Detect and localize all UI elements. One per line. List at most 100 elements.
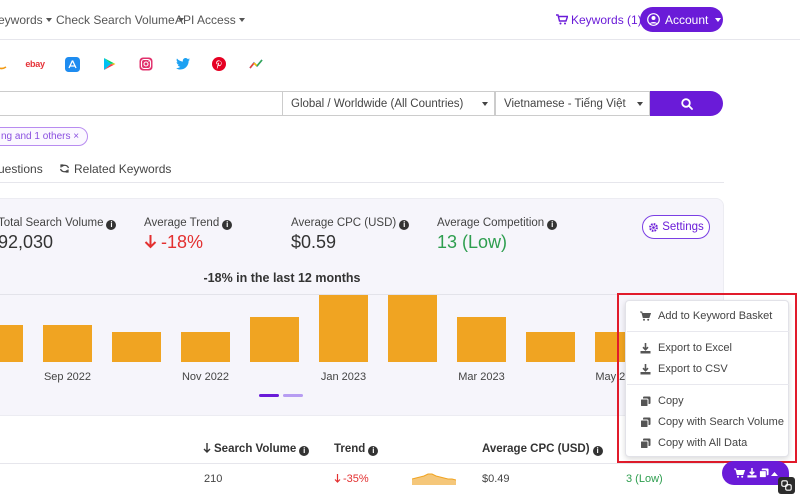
trend-value-text: -18% <box>161 232 204 252</box>
info-icon[interactable]: i <box>592 446 603 456</box>
play-store-icon[interactable] <box>101 56 117 72</box>
trends-icon[interactable] <box>248 56 264 72</box>
chart-bar[interactable] <box>112 332 161 362</box>
total-search-volume-label: Total Search Volume i <box>0 217 117 230</box>
chart-bar[interactable] <box>319 295 368 362</box>
average-competition-value: 13 (Low) <box>437 232 508 252</box>
copy-label: Copy <box>658 395 684 407</box>
cart-icon <box>640 311 651 321</box>
chart-bar[interactable] <box>43 325 92 362</box>
user-icon <box>647 13 660 26</box>
search-button[interactable] <box>650 91 723 116</box>
keywords-menu-label: eywords <box>0 13 43 27</box>
location-select[interactable]: Global / Worldwide (All Countries) <box>282 91 495 116</box>
row-trend: -35% <box>334 473 369 485</box>
average-trend-label: Average Trend i <box>144 217 233 230</box>
menu-copy[interactable]: Copy <box>640 395 684 407</box>
tab-questions[interactable]: uestions <box>0 162 43 176</box>
chevron-down-icon <box>637 102 643 106</box>
tab-related-label: Related Keywords <box>74 162 172 176</box>
check-volume-label: Check Search Volume <box>56 13 175 27</box>
column-header-search-volume[interactable]: Search Volume i <box>203 443 310 456</box>
keywords-basket-link[interactable]: Keywords (1) <box>556 13 642 27</box>
api-access-label: API Access <box>175 13 236 27</box>
info-icon[interactable]: i <box>299 446 310 456</box>
chart-bar[interactable] <box>388 295 437 362</box>
highlight-box <box>617 293 797 463</box>
twitter-icon[interactable] <box>175 56 191 72</box>
menu-add-to-keyword-basket[interactable]: Add to Keyword Basket <box>640 310 772 322</box>
filter-chip[interactable]: ng and 1 others × <box>0 127 89 146</box>
chart-bar[interactable] <box>526 332 575 362</box>
export-actions-button[interactable] <box>722 461 789 485</box>
trend-sparkline <box>412 473 456 485</box>
link-icon[interactable] <box>778 477 795 494</box>
amazon-icon[interactable] <box>0 56 10 72</box>
download-icon <box>640 342 651 353</box>
row-search-volume: 210 <box>204 473 223 485</box>
chevron-down-icon <box>715 17 722 22</box>
language-select[interactable]: Vietnamese - Tiếng Việt <box>495 91 650 116</box>
account-button[interactable]: Account <box>640 7 723 32</box>
chart-bar[interactable] <box>457 317 506 362</box>
total-label-text: Total Search Volume <box>0 217 104 229</box>
row-trend-text: -35% <box>343 473 369 485</box>
chart-bar[interactable] <box>181 332 230 362</box>
menu-divider <box>627 331 789 332</box>
info-icon[interactable]: i <box>222 220 233 230</box>
account-label: Account <box>665 12 709 27</box>
instagram-icon[interactable] <box>138 56 154 72</box>
menu-copy-with-search-volume[interactable]: Copy with Search Volume <box>640 416 784 428</box>
copy-icon <box>640 438 651 449</box>
cart-icon <box>733 468 745 478</box>
chevron-up-icon <box>770 471 778 476</box>
add-basket-label: Add to Keyword Basket <box>658 310 773 322</box>
copy-icon <box>640 396 651 407</box>
app-store-icon[interactable] <box>64 56 80 72</box>
table-header-divider <box>0 463 724 464</box>
chart-page-indicator[interactable] <box>283 394 303 397</box>
average-cpc-value: $0.59 <box>291 232 337 252</box>
ebay-wordmark: ebay <box>25 59 45 69</box>
copy-icon <box>640 417 651 428</box>
export-excel-label: Export to Excel <box>658 342 732 354</box>
row-competition: 3 (Low) <box>626 473 663 485</box>
keyword-search-input[interactable] <box>0 91 282 116</box>
column-header-trend[interactable]: Trend i <box>334 443 379 456</box>
ebay-icon[interactable]: ebay <box>25 56 45 72</box>
api-access-menu[interactable]: API Access <box>175 13 245 27</box>
keywords-basket-label: Keywords (1) <box>571 13 642 27</box>
info-icon[interactable]: i <box>399 220 410 230</box>
chart-bar[interactable] <box>250 317 299 362</box>
refresh-icon <box>59 164 70 173</box>
column-header-cpc[interactable]: Average CPC (USD) i <box>482 443 603 456</box>
settings-label: Settings <box>662 221 704 233</box>
info-icon[interactable]: i <box>106 220 117 230</box>
info-icon[interactable]: i <box>368 446 379 456</box>
copy-all-label: Copy with All Data <box>658 437 748 449</box>
chart-title: -18% in the last 12 months <box>203 271 361 285</box>
chart-page-indicator-active[interactable] <box>259 394 279 397</box>
menu-export-csv[interactable]: Export to CSV <box>640 363 728 375</box>
keywords-menu[interactable]: eywords <box>0 13 52 27</box>
search-volume-header-text: Search Volume <box>214 443 297 455</box>
tabs-divider <box>0 182 724 183</box>
download-icon <box>746 468 757 478</box>
trend-header-text: Trend <box>334 443 366 455</box>
menu-export-excel[interactable]: Export to Excel <box>640 342 732 354</box>
check-volume-menu[interactable]: Check Search Volume <box>56 13 184 27</box>
trend-bar-chart: Sep 2022 Nov 2022 Jan 2023 Mar 2023 May 2023 <box>0 295 644 383</box>
gear-icon <box>649 222 659 232</box>
settings-button[interactable]: Settings <box>642 215 710 239</box>
menu-divider <box>627 384 789 385</box>
menu-copy-with-all-data[interactable]: Copy with All Data <box>640 437 747 449</box>
export-csv-label: Export to CSV <box>658 363 728 375</box>
chevron-down-icon <box>482 102 488 106</box>
x-tick-label: Nov 2022 <box>182 371 229 383</box>
chart-bar[interactable] <box>0 325 23 362</box>
pinterest-icon[interactable] <box>211 56 227 72</box>
info-icon[interactable]: i <box>547 220 558 230</box>
chevron-down-icon <box>177 18 184 22</box>
tab-related-keywords[interactable]: Related Keywords <box>59 162 171 176</box>
cpc-header-text: Average CPC (USD) <box>482 443 590 455</box>
